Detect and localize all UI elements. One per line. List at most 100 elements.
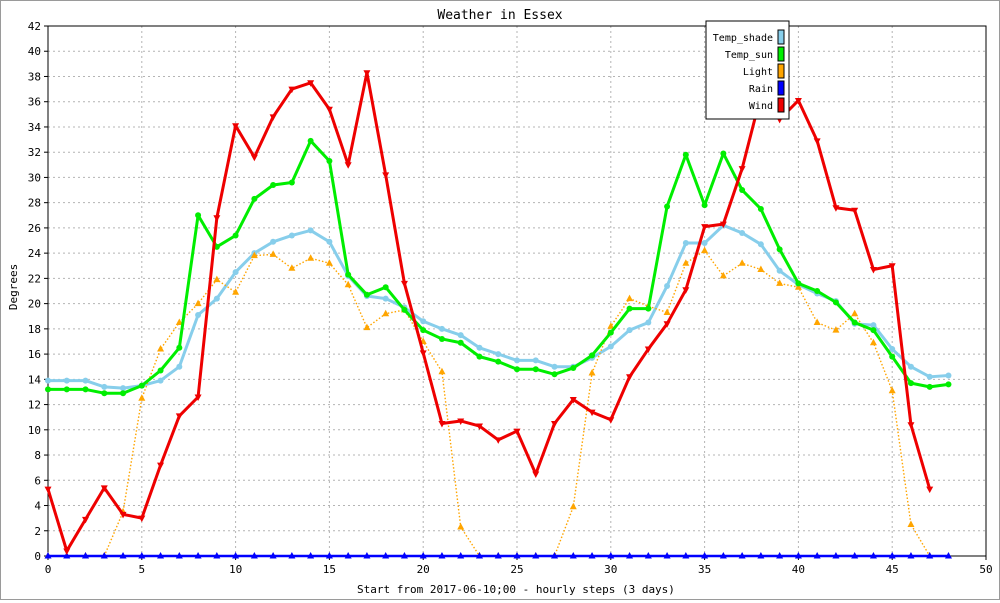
data-point xyxy=(100,552,108,559)
data-point xyxy=(176,344,183,351)
data-point xyxy=(701,552,709,559)
y-tick-label: 34 xyxy=(28,121,42,134)
data-point xyxy=(175,318,183,326)
y-tick-label: 12 xyxy=(28,399,41,412)
data-point xyxy=(44,552,52,559)
data-point xyxy=(626,327,633,334)
data-point xyxy=(101,390,108,397)
data-point xyxy=(232,288,240,295)
y-tick-label: 22 xyxy=(28,272,41,285)
data-point xyxy=(551,552,559,559)
y-tick-label: 18 xyxy=(28,323,41,336)
data-point xyxy=(438,421,446,428)
data-point xyxy=(250,154,258,162)
data-point xyxy=(250,552,258,559)
data-point xyxy=(851,319,858,326)
data-point xyxy=(382,309,390,317)
data-point xyxy=(851,207,859,215)
data-point xyxy=(607,552,615,559)
axes: 0246810121416182022242628303234363840420… xyxy=(28,20,993,576)
data-point xyxy=(945,372,952,379)
x-tick-label: 45 xyxy=(886,563,899,576)
data-point xyxy=(869,552,877,559)
data-point xyxy=(813,552,821,559)
data-point xyxy=(794,283,802,290)
data-point xyxy=(776,246,783,253)
data-point xyxy=(889,353,896,360)
data-point xyxy=(663,552,671,559)
data-point xyxy=(325,259,333,266)
data-point xyxy=(120,385,127,392)
data-point xyxy=(813,318,821,326)
data-point xyxy=(82,552,90,559)
data-point xyxy=(195,311,202,318)
data-point xyxy=(457,418,465,425)
data-point xyxy=(813,138,821,145)
data-point xyxy=(419,350,427,357)
data-point xyxy=(888,552,896,559)
data-point xyxy=(907,552,915,559)
data-point xyxy=(551,371,558,378)
data-point xyxy=(513,428,521,436)
legend: Temp_shade Temp_sun Light Rain Wind xyxy=(705,20,790,120)
data-point xyxy=(325,552,333,559)
data-point xyxy=(626,374,634,381)
data-point xyxy=(344,162,352,169)
data-point xyxy=(63,552,71,559)
data-point xyxy=(626,305,633,312)
data-point xyxy=(438,325,445,332)
data-point xyxy=(363,552,371,559)
x-tick-label: 50 xyxy=(979,563,992,576)
data-point xyxy=(63,386,70,393)
data-point xyxy=(682,552,690,559)
legend-label-rain: Rain xyxy=(749,84,773,95)
y-tick-label: 20 xyxy=(28,298,41,311)
data-point xyxy=(776,279,784,286)
data-point xyxy=(101,383,108,390)
legend-label-temp-sun: Temp_sun xyxy=(725,50,773,61)
x-tick-label: 30 xyxy=(604,563,617,576)
data-point xyxy=(663,321,671,328)
data-point xyxy=(776,552,784,559)
data-point xyxy=(363,70,371,77)
data-point xyxy=(926,552,934,559)
legend-swatch-rain xyxy=(777,80,785,96)
data-point xyxy=(232,232,239,239)
series-rain xyxy=(44,552,952,559)
x-tick-label: 40 xyxy=(792,563,805,576)
data-point xyxy=(738,166,746,173)
data-point xyxy=(251,195,258,202)
legend-label-temp-shade: Temp_shade xyxy=(713,33,773,44)
y-tick-label: 26 xyxy=(28,222,41,235)
data-point xyxy=(757,241,764,248)
data-point xyxy=(494,437,502,444)
data-point xyxy=(794,97,802,105)
x-tick-label: 0 xyxy=(45,563,52,576)
data-point xyxy=(607,322,615,329)
data-point xyxy=(138,515,146,523)
data-point xyxy=(250,251,258,259)
data-point xyxy=(664,203,671,210)
data-point xyxy=(157,552,165,559)
data-point xyxy=(532,552,540,559)
data-point xyxy=(889,346,896,353)
data-point xyxy=(945,381,952,388)
y-tick-label: 40 xyxy=(28,45,41,58)
data-point xyxy=(795,280,802,287)
data-point xyxy=(739,229,746,236)
data-point xyxy=(45,377,51,384)
series-temp-sun xyxy=(45,137,952,397)
data-point xyxy=(869,267,877,274)
data-point xyxy=(307,80,315,87)
data-point xyxy=(119,511,127,519)
y-axis-label: Degrees xyxy=(7,264,20,310)
data-point xyxy=(138,552,146,559)
data-point xyxy=(307,227,314,234)
data-point xyxy=(757,205,764,212)
data-point xyxy=(738,259,746,266)
data-point xyxy=(814,288,821,294)
data-point xyxy=(832,205,840,212)
data-point xyxy=(138,382,145,389)
